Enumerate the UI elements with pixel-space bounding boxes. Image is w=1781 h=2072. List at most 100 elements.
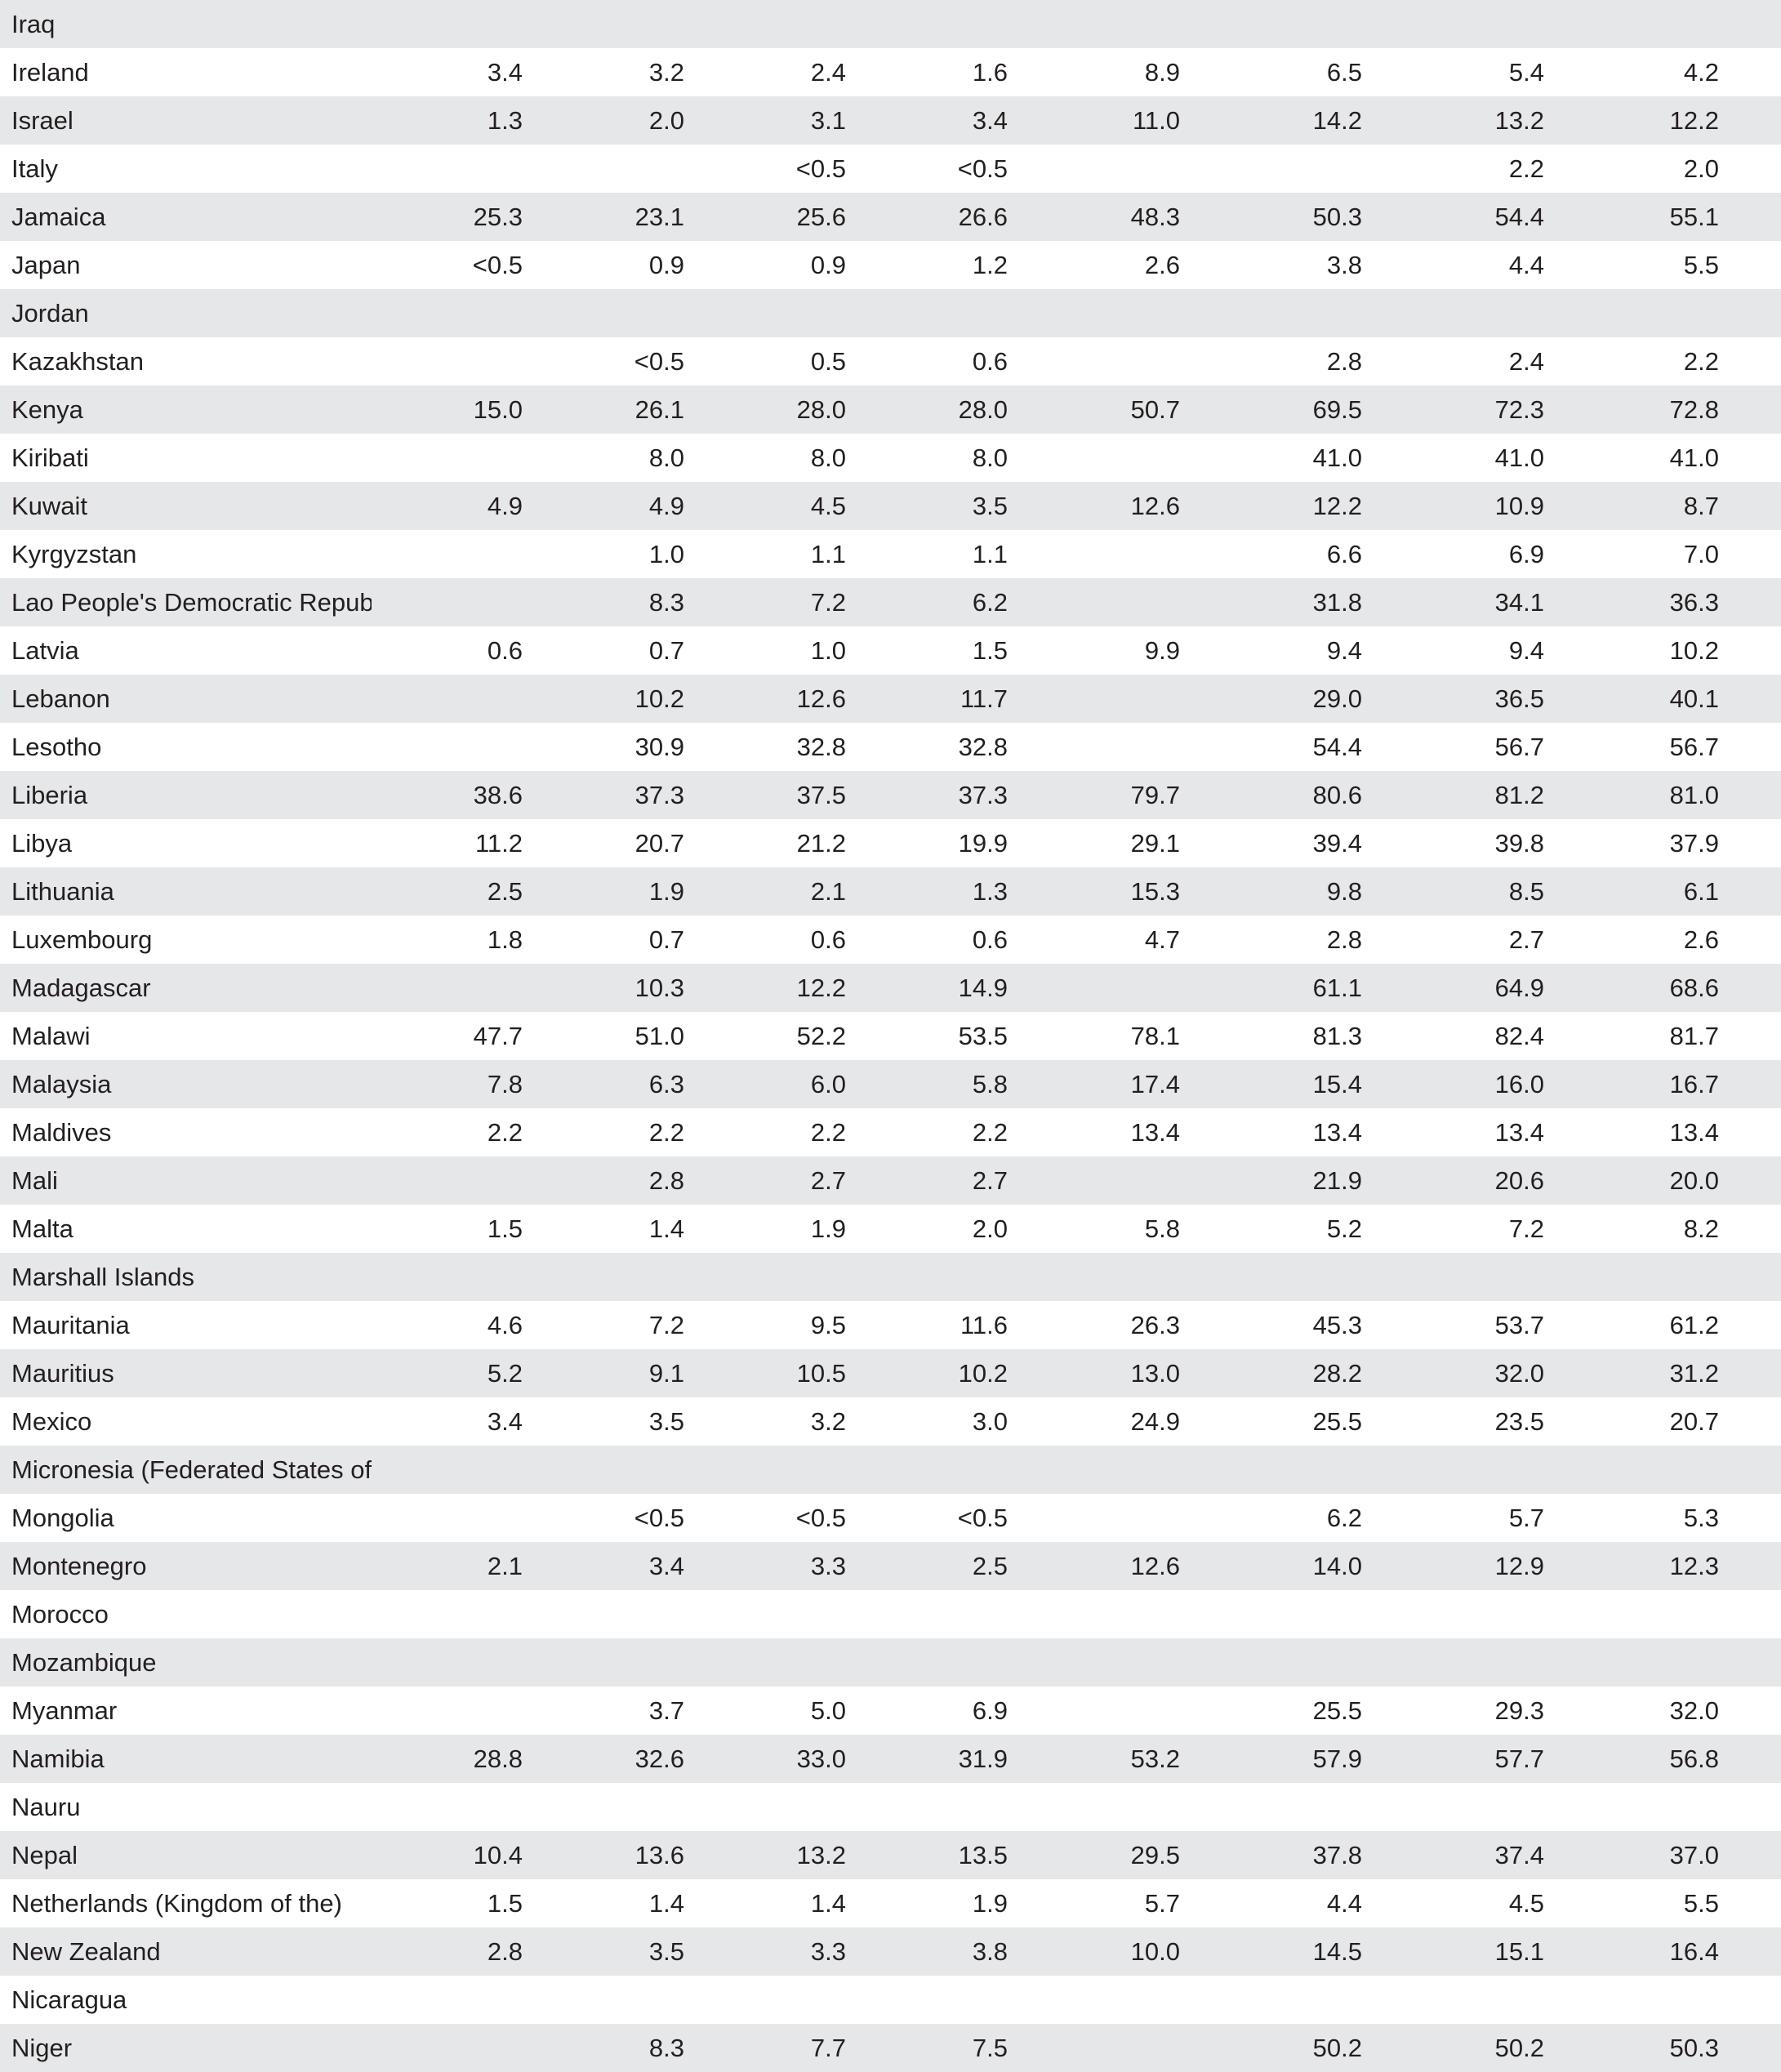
value-cell-col-4: 2.0	[972, 1214, 1008, 1243]
value-cell-col-4: 32.8	[958, 733, 1008, 761]
value-cell-col-3: 1.9	[810, 1214, 846, 1243]
value-cell-col-6: 39.4	[1312, 829, 1362, 858]
value-cell-col-3: 4.5	[810, 492, 846, 520]
value-cell-col-3: 3.2	[810, 1407, 846, 1436]
value-cell-col-6: 54.4	[1312, 733, 1362, 761]
value-cell-col-8: 32.0	[1669, 1696, 1719, 1725]
table-row: Nicaragua	[0, 1976, 1781, 2024]
value-cell-col-7: 37.4	[1494, 1841, 1544, 1869]
value-cell-col-2: 3.5	[648, 1407, 684, 1436]
value-cell-col-8: 4.2	[1683, 58, 1719, 87]
value-cell-col-4: 28.0	[958, 395, 1008, 424]
value-cell-col-8: 5.5	[1683, 251, 1719, 279]
table-row: Nepal 10.4 13.6 13.2 13.5 29.5 37.8 37.4 37.0	[0, 1831, 1781, 1879]
value-cell-col-7	[1362, 1446, 1544, 1494]
value-cell-col-7	[1362, 1590, 1544, 1638]
value-cell-col-4: 6.9	[972, 1696, 1008, 1725]
value-cell-col-6: 80.6	[1312, 781, 1362, 809]
value-cell-col-5	[1008, 964, 1180, 1012]
value-cell-col-5: 9.9	[1144, 636, 1180, 665]
value-cell-col-3: 3.1	[810, 106, 846, 135]
country-name-cell: Kiribati	[11, 443, 89, 472]
value-cell-col-7: 15.1	[1494, 1937, 1544, 1966]
value-cell-col-5	[1008, 1494, 1180, 1542]
value-cell-col-8	[1544, 1253, 1781, 1301]
value-cell-col-4: 7.5	[972, 2034, 1008, 2062]
value-cell-col-2: 6.3	[648, 1070, 684, 1098]
value-cell-col-1: 47.7	[473, 1022, 523, 1050]
country-name-cell: Malawi	[11, 1022, 91, 1050]
table-row: Lithuania 2.5 1.9 2.1 1.3 15.3 9.8 8.5 6.1	[0, 867, 1781, 916]
value-cell-col-7: 41.0	[1494, 443, 1544, 472]
table-row: Nauru	[0, 1783, 1781, 1831]
country-name-cell: Madagascar	[11, 974, 151, 1002]
value-cell-col-4: <0.5	[957, 154, 1008, 183]
value-cell-col-3: 2.7	[810, 1166, 846, 1195]
value-cell-col-3: 2.2	[810, 1118, 846, 1147]
value-cell-col-4	[846, 1638, 1008, 1687]
value-cell-col-3	[684, 1976, 846, 2024]
country-name-cell: Jordan	[11, 299, 89, 328]
country-name-cell: Ireland	[11, 58, 89, 87]
value-cell-col-5: 17.4	[1130, 1070, 1180, 1098]
value-cell-col-1: 28.8	[473, 1744, 523, 1773]
value-cell-col-8: 50.3	[1669, 2034, 1719, 2062]
country-name-cell: Marshall Islands	[11, 1263, 194, 1291]
value-cell-col-8: 81.0	[1669, 781, 1719, 809]
value-cell-col-4: 1.3	[972, 877, 1008, 906]
value-cell-col-8: 31.2	[1669, 1359, 1719, 1388]
value-cell-col-2: 10.3	[634, 974, 684, 1002]
value-cell-col-8: 20.7	[1669, 1407, 1719, 1436]
country-name-cell: Mozambique	[11, 1648, 157, 1677]
value-cell-col-5: 29.1	[1130, 829, 1180, 858]
value-cell-col-4: 3.8	[972, 1937, 1008, 1966]
value-cell-col-5: 26.3	[1130, 1311, 1180, 1339]
table-row: Madagascar 10.3 12.2 14.9 61.1 64.9 68.6	[0, 964, 1781, 1012]
table-row: Mexico 3.4 3.5 3.2 3.0 24.9 25.5 23.5 20.7	[0, 1397, 1781, 1446]
value-cell-col-7: 20.6	[1494, 1166, 1544, 1195]
value-cell-col-7	[1362, 289, 1544, 337]
value-cell-col-2: 8.3	[648, 2034, 684, 2062]
value-cell-col-6: 37.8	[1312, 1841, 1362, 1869]
value-cell-col-5	[1008, 1253, 1180, 1301]
value-cell-col-1: 7.8	[487, 1070, 523, 1098]
value-cell-col-8: 41.0	[1669, 443, 1719, 472]
value-cell-col-3: 12.2	[796, 974, 846, 1002]
value-cell-col-7: 4.4	[1508, 251, 1544, 279]
value-cell-col-3: 25.6	[796, 203, 846, 231]
value-cell-col-7: 10.9	[1494, 492, 1544, 520]
value-cell-col-3: 2.4	[810, 58, 846, 87]
value-cell-col-1: 15.0	[473, 395, 523, 424]
country-name-cell: Lebanon	[11, 684, 110, 713]
value-cell-col-4	[846, 289, 1008, 337]
value-cell-col-6: 21.9	[1312, 1166, 1362, 1195]
value-cell-col-7: 39.8	[1494, 829, 1544, 858]
value-cell-col-2: 3.2	[648, 58, 684, 87]
value-cell-col-3	[684, 289, 846, 337]
table-row: Niger 8.3 7.7 7.5 50.2 50.2 50.3	[0, 2024, 1781, 2072]
value-cell-col-1: 2.8	[487, 1937, 523, 1966]
value-cell-col-8: 6.1	[1683, 877, 1719, 906]
value-cell-col-7: 12.9	[1494, 1552, 1544, 1580]
value-cell-col-6: 14.2	[1312, 106, 1362, 135]
country-name-cell: Niger	[11, 2034, 73, 2062]
value-cell-col-4: 8.0	[972, 443, 1008, 472]
value-cell-col-5	[1008, 1156, 1180, 1205]
value-cell-col-4	[846, 1253, 1008, 1301]
value-cell-col-3: 33.0	[796, 1744, 846, 1773]
value-cell-col-4: 3.5	[972, 492, 1008, 520]
table-row: Myanmar 3.7 5.0 6.9 25.5 29.3 32.0	[0, 1687, 1781, 1735]
country-name-cell: Kyrgyzstan	[11, 540, 137, 568]
value-cell-col-5: 50.7	[1130, 395, 1180, 424]
value-cell-col-4: 26.6	[958, 203, 1008, 231]
value-cell-col-7: 36.5	[1494, 684, 1544, 713]
table-row: Kazakhstan <0.5 0.5 0.6 2.8 2.4 2.2	[0, 337, 1781, 385]
country-name-cell: Myanmar	[11, 1696, 118, 1725]
value-cell-col-7	[1362, 1976, 1544, 2024]
value-cell-col-7: 16.0	[1494, 1070, 1544, 1098]
table-row: Luxembourg 1.8 0.7 0.6 0.6 4.7 2.8 2.7 2.6	[0, 916, 1781, 964]
table-row: Jamaica 25.3 23.1 25.6 26.6 48.3 50.3 54.4 55.1	[0, 193, 1781, 241]
value-cell-col-6: 9.8	[1326, 877, 1362, 906]
value-cell-col-2: 32.6	[634, 1744, 684, 1773]
value-cell-col-7: 54.4	[1494, 203, 1544, 231]
